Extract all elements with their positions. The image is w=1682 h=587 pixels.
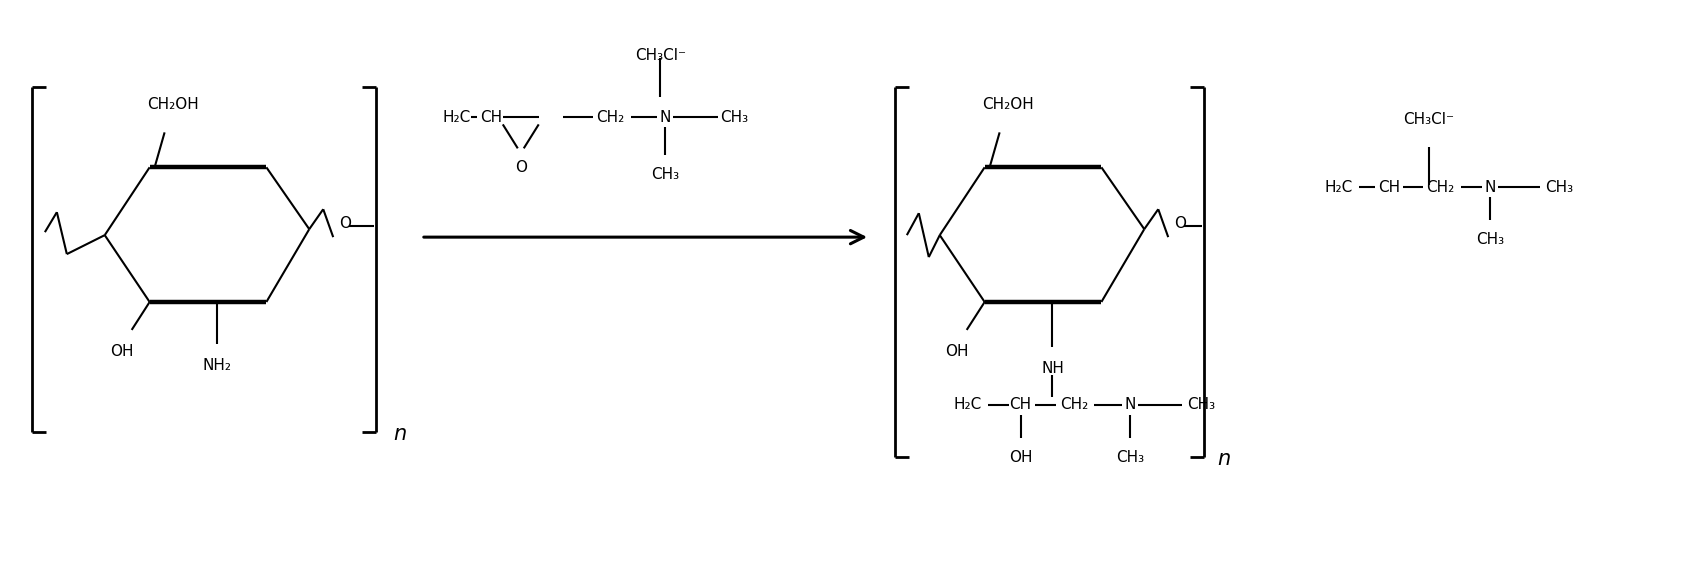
- Text: CH₂: CH₂: [1426, 180, 1453, 195]
- Text: H₂C: H₂C: [954, 397, 981, 412]
- Text: CH₃: CH₃: [1544, 180, 1573, 195]
- Text: N: N: [1484, 180, 1495, 195]
- Text: H₂C: H₂C: [1324, 180, 1352, 195]
- Text: CH₃: CH₃: [720, 110, 748, 125]
- Text: OH: OH: [944, 344, 967, 359]
- Text: CH₃Cl⁻: CH₃Cl⁻: [1403, 112, 1453, 127]
- Text: CH₃Cl⁻: CH₃Cl⁻: [634, 48, 686, 63]
- Text: CH: CH: [1009, 397, 1031, 412]
- Text: O: O: [340, 215, 352, 231]
- Text: CH₂: CH₂: [1060, 397, 1088, 412]
- Text: CH₂OH: CH₂OH: [146, 97, 198, 113]
- Text: O: O: [1174, 215, 1186, 231]
- Text: CH₃: CH₃: [1186, 397, 1214, 412]
- Text: OH: OH: [1008, 450, 1031, 465]
- Text: NH₂: NH₂: [204, 358, 232, 373]
- Text: CH: CH: [479, 110, 501, 125]
- Text: O: O: [515, 160, 526, 176]
- Text: H₂C: H₂C: [442, 110, 471, 125]
- Text: NH: NH: [1041, 361, 1063, 376]
- Text: CH: CH: [1378, 180, 1399, 195]
- Text: CH₃: CH₃: [651, 167, 680, 183]
- Text: OH: OH: [109, 344, 133, 359]
- Text: N: N: [1124, 397, 1135, 412]
- Text: CH₃: CH₃: [1475, 232, 1504, 247]
- Text: CH₂: CH₂: [595, 110, 624, 125]
- Text: CH₃: CH₃: [1115, 450, 1144, 465]
- Text: n: n: [394, 424, 405, 444]
- Text: CH₂OH: CH₂OH: [981, 97, 1033, 113]
- Text: n: n: [1216, 448, 1230, 468]
- Text: N: N: [659, 110, 671, 125]
